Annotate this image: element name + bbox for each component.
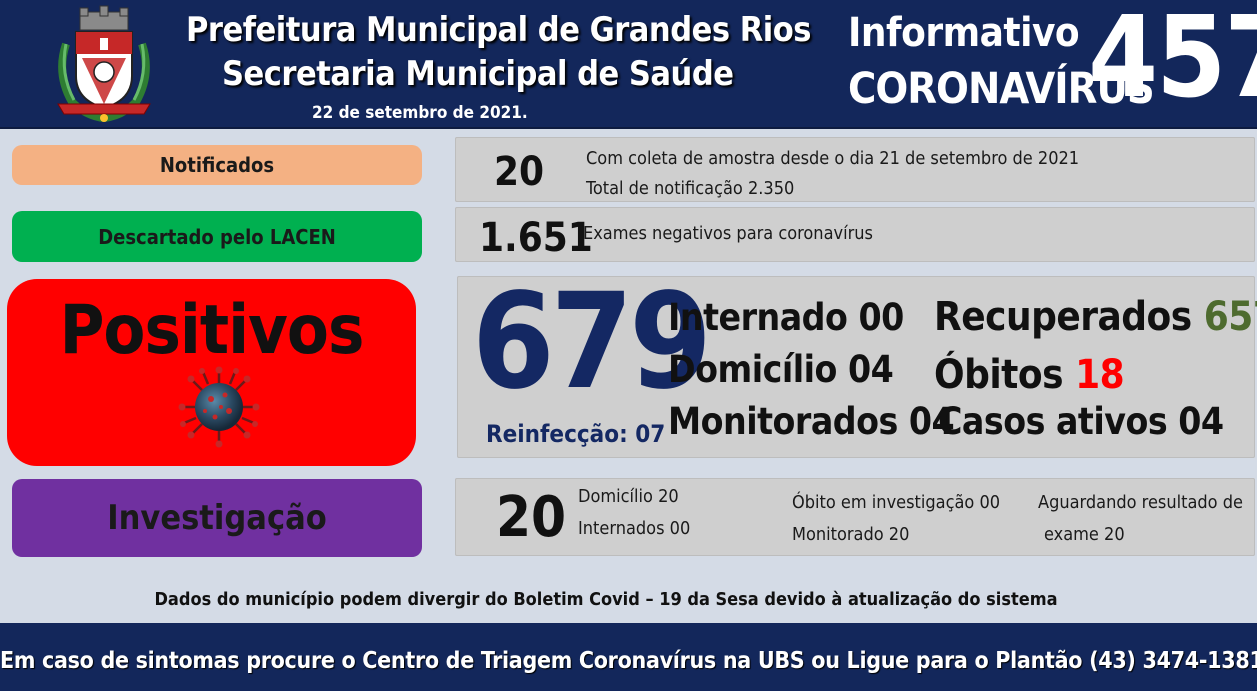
positive-label: Positivos: [59, 291, 365, 370]
coronavirus-icon: [178, 366, 260, 448]
recovered-value: 657: [1203, 294, 1257, 340]
disclaimer-text: Dados do município podem divergir do Bol…: [154, 589, 1058, 610]
header-title-prefeitura: Prefeitura Municipal de Grandes Rios: [186, 10, 811, 50]
investigation-death: Óbito em investigação 00: [792, 492, 1001, 513]
bulletin-date: 22 de setembro de 2021.: [312, 103, 528, 123]
footer-text: Em caso de sintomas procure o Centro de …: [0, 648, 1257, 674]
deaths-stat: Óbitos 18: [934, 352, 1125, 398]
investigation-awaiting-line2: exame 20: [1044, 524, 1125, 545]
investigation-label: Investigação: [12, 479, 422, 557]
reinfection-count: Reinfecção: 07: [486, 420, 666, 448]
notified-total: Total de notificação 2.350: [586, 178, 795, 199]
footer-bar: [0, 623, 1257, 691]
discarded-label: Descartado pelo LACEN: [12, 211, 422, 262]
investigation-count: 20: [496, 485, 567, 550]
active-cases-stat: Casos ativos 04: [938, 400, 1224, 443]
monitored-stat: Monitorados 04: [668, 400, 955, 443]
deaths-value: 18: [1075, 352, 1125, 398]
edition-number: 457: [1088, 0, 1257, 123]
coronavirus-label: CORONAVÍRUS: [848, 64, 1155, 114]
discarded-panel: [455, 207, 1255, 262]
municipal-crest-icon: [57, 5, 151, 123]
discarded-note: Exames negativos para coronavírus: [583, 223, 873, 244]
positive-panel: Positivos: [7, 279, 416, 466]
recovered-stat: Recuperados 657: [934, 294, 1257, 340]
header-title-secretaria: Secretaria Municipal de Saúde: [222, 54, 734, 94]
investigation-panel: [455, 478, 1255, 556]
positive-details-panel: [457, 276, 1255, 458]
discarded-count: 1.651: [479, 215, 593, 261]
hospitalized-stat: Internado 00: [668, 296, 904, 339]
notified-sample-note: Com coleta de amostra desde o dia 21 de …: [586, 148, 1080, 169]
investigation-awaiting-line1: Aguardando resultado de: [1038, 492, 1243, 513]
deaths-label: Óbitos: [934, 352, 1076, 398]
investigation-home: Domicílio 20: [578, 486, 679, 507]
informativo-label: Informativo: [848, 10, 1080, 56]
home-stat: Domicílio 04: [668, 348, 894, 391]
investigation-monitored: Monitorado 20: [792, 524, 910, 545]
recovered-label: Recuperados: [934, 294, 1204, 340]
notified-panel: [455, 137, 1255, 202]
notified-label: Notificados: [12, 145, 422, 185]
header-bar: [0, 0, 1257, 129]
notified-count: 20: [494, 149, 545, 195]
positive-count: 679: [472, 265, 712, 419]
investigation-hospitalized: Internados 00: [578, 518, 691, 539]
